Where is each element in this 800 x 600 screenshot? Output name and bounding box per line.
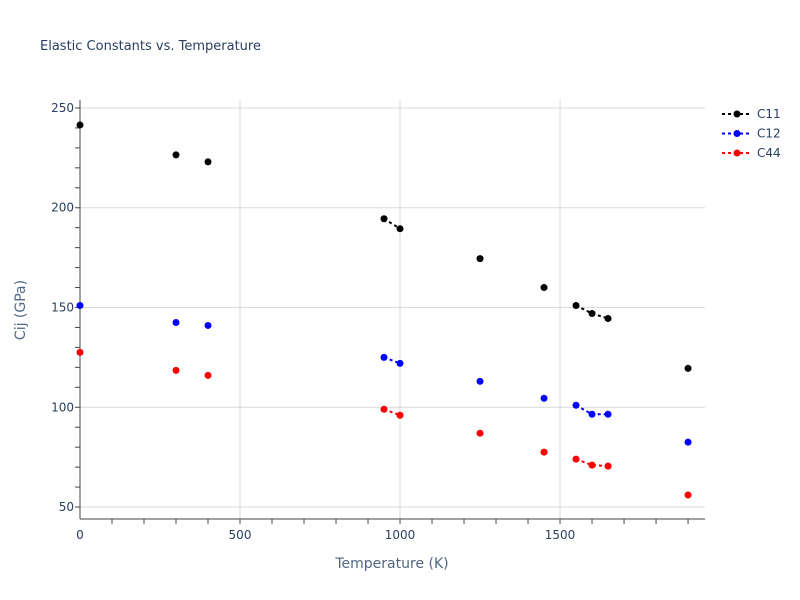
data-point-C44 xyxy=(172,366,180,374)
data-point-C44 xyxy=(204,371,212,379)
legend-marker-C44 xyxy=(733,149,741,157)
data-point-C44 xyxy=(540,448,548,456)
data-point-C11 xyxy=(540,284,548,292)
data-point-C44 xyxy=(380,405,388,413)
data-point-C11 xyxy=(604,314,612,322)
data-point-C11 xyxy=(76,121,84,129)
y-tick-label: 50 xyxy=(59,500,74,514)
data-point-C11 xyxy=(172,151,180,159)
x-tick-label: 1500 xyxy=(545,528,576,542)
legend-marker-C11 xyxy=(733,110,741,118)
y-tick-label: 250 xyxy=(51,101,74,115)
data-point-C11 xyxy=(380,215,388,223)
y-tick-label: 100 xyxy=(51,400,74,414)
x-axis-label: Temperature (K) xyxy=(334,556,448,572)
legend-label-C11[interactable]: C11 xyxy=(757,107,781,121)
legend-marker-C12 xyxy=(733,130,741,137)
data-point-C44 xyxy=(604,462,612,470)
data-point-C11 xyxy=(476,255,484,263)
data-point-C12 xyxy=(380,353,388,361)
data-point-C12 xyxy=(76,302,84,310)
data-point-C12 xyxy=(540,394,548,402)
data-point-C11 xyxy=(684,364,692,372)
data-point-C44 xyxy=(684,491,692,499)
y-axis-label: Cij (GPa) xyxy=(13,280,29,340)
data-point-C12 xyxy=(396,359,404,367)
x-tick-label: 1000 xyxy=(385,528,416,542)
data-point-C12 xyxy=(572,401,580,409)
data-point-C12 xyxy=(604,410,612,418)
data-point-C44 xyxy=(476,429,484,437)
data-point-C12 xyxy=(476,377,484,385)
y-tick-label: 200 xyxy=(51,201,74,215)
data-point-C11 xyxy=(588,309,596,317)
data-point-C12 xyxy=(204,321,212,329)
data-point-C12 xyxy=(684,438,692,446)
data-point-C12 xyxy=(588,410,596,418)
data-point-C44 xyxy=(396,411,404,419)
chart-title: Elastic Constants vs. Temperature xyxy=(40,39,261,54)
data-point-C11 xyxy=(396,225,404,233)
data-point-C44 xyxy=(572,455,580,463)
y-tick-label: 150 xyxy=(51,301,74,315)
x-tick-label: 500 xyxy=(229,528,252,542)
data-point-C44 xyxy=(76,348,84,356)
legend-label-C12[interactable]: C12 xyxy=(757,127,781,141)
data-point-C44 xyxy=(588,461,596,469)
legend-label-C44[interactable]: C44 xyxy=(757,146,781,160)
data-point-C11 xyxy=(204,158,212,166)
data-point-C11 xyxy=(572,302,580,310)
data-point-C12 xyxy=(172,318,180,326)
x-tick-label: 0 xyxy=(76,528,84,542)
